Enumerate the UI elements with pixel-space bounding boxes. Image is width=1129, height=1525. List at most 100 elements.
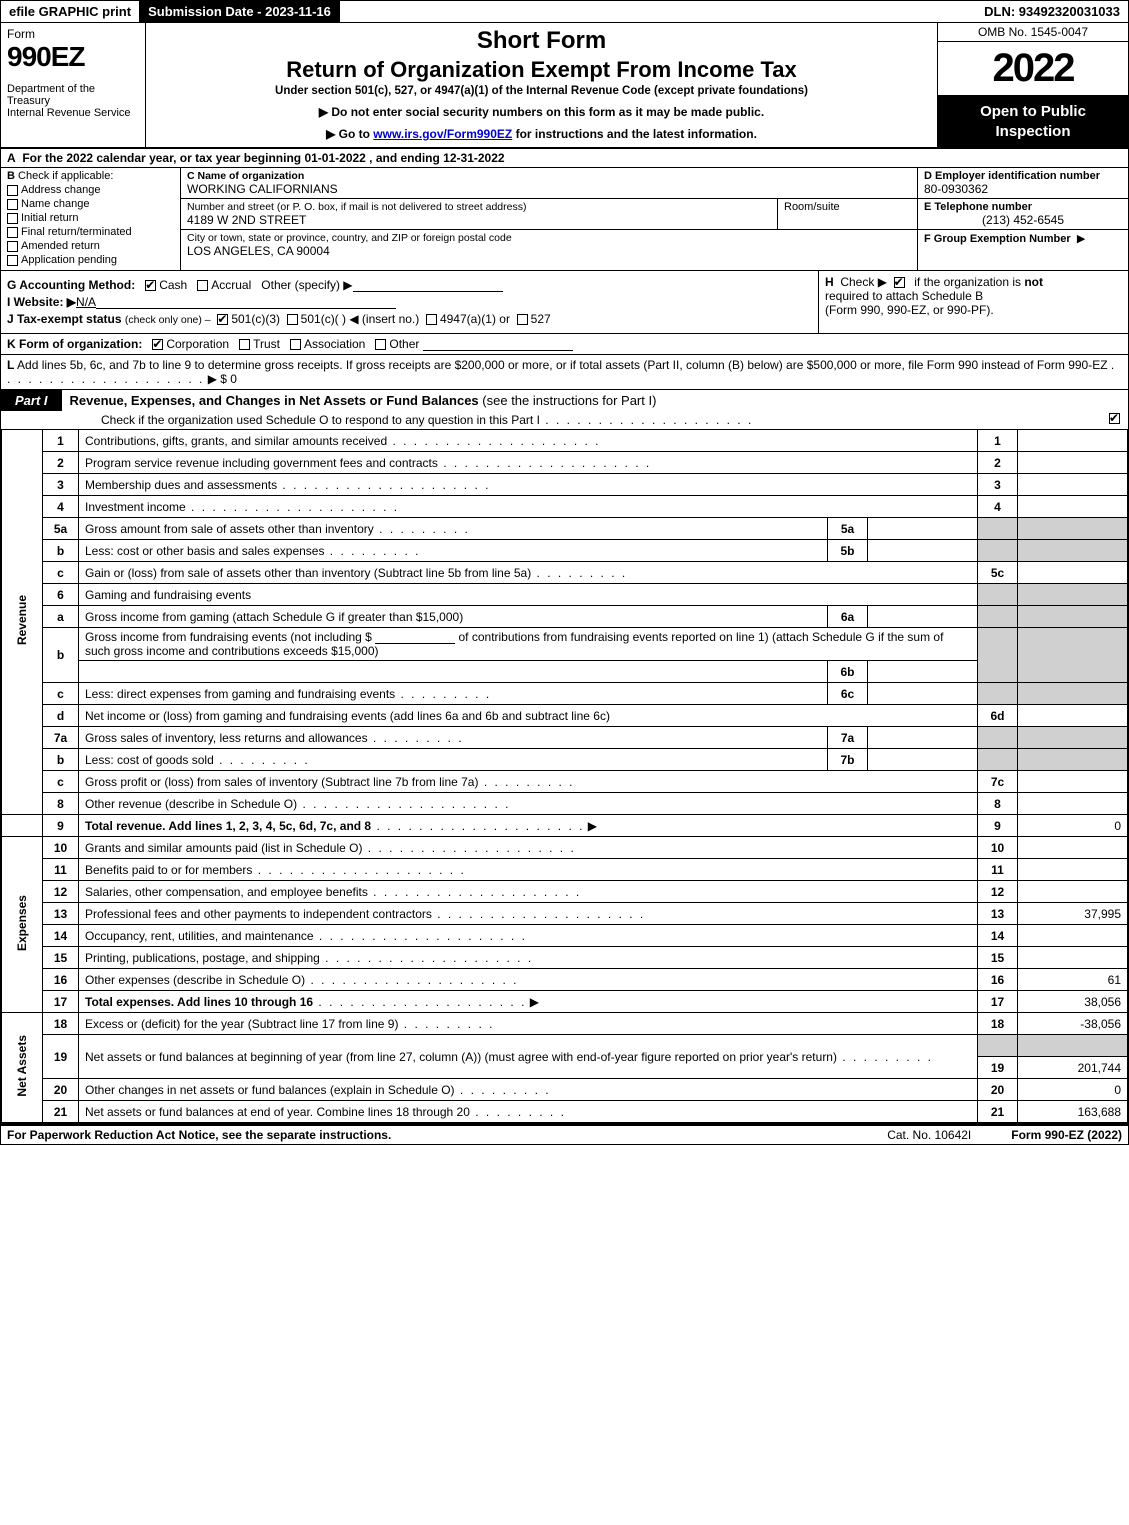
city-box: City or town, state or province, country… (181, 230, 917, 260)
line-15-val (1018, 947, 1128, 969)
line-10-desc: Grants and similar amounts paid (list in… (79, 837, 978, 859)
dln: DLN: 93492320031033 (976, 1, 1128, 22)
chk-initial-return[interactable]: Initial return (7, 212, 174, 224)
header-left: Form 990EZ Department of the Treasury In… (1, 23, 146, 147)
line-3-desc: Membership dues and assessments (79, 474, 978, 496)
line-6c-val (868, 683, 978, 705)
chk-schedule-b-not-required[interactable] (894, 277, 905, 288)
line-6d-desc: Net income or (loss) from gaming and fun… (79, 705, 978, 727)
chk-501c3[interactable] (217, 314, 228, 325)
part1-sub-row: Check if the organization used Schedule … (1, 411, 1128, 429)
part1-header: Part I Revenue, Expenses, and Changes in… (1, 389, 1128, 411)
line-9-val: 0 (1018, 815, 1128, 837)
line-2-val (1018, 452, 1128, 474)
line-4-val (1018, 496, 1128, 518)
line-5a-val (868, 518, 978, 540)
expenses-label: Expenses (2, 837, 43, 1013)
line-13-val: 37,995 (1018, 903, 1128, 925)
open-to-public: Open to Public Inspection (938, 95, 1128, 147)
line-12-desc: Salaries, other compensation, and employ… (79, 881, 978, 903)
line-h: H Check ▶ if the organization is not req… (818, 271, 1128, 333)
page-footer: For Paperwork Reduction Act Notice, see … (0, 1124, 1129, 1145)
part1-tab: Part I (1, 390, 62, 411)
chk-application-pending[interactable]: Application pending (7, 254, 174, 266)
phone-value: (213) 452-6545 (924, 213, 1122, 227)
note-ssn: ▶ Do not enter social security numbers o… (154, 105, 929, 119)
revenue-label: Revenue (2, 430, 43, 815)
form-header: Form 990EZ Department of the Treasury In… (0, 23, 1129, 149)
line-21-desc: Net assets or fund balances at end of ye… (79, 1101, 978, 1123)
omb-number: OMB No. 1545-0047 (938, 23, 1128, 42)
other-specify-field[interactable] (353, 278, 503, 292)
address-box: Number and street (or P. O. box, if mail… (181, 199, 917, 230)
line-6-desc: Gaming and fundraising events (79, 584, 978, 606)
header-center: Short Form Return of Organization Exempt… (146, 23, 938, 147)
net-assets-label: Net Assets (2, 1013, 43, 1123)
g-i-j-left: G Accounting Method: Cash Accrual Other … (1, 271, 818, 333)
line-i: I Website: ▶N/A (7, 295, 812, 309)
line-7a-val (868, 727, 978, 749)
line-7b-val (868, 749, 978, 771)
col-de: D Employer identification number 80-0930… (918, 168, 1128, 270)
subtitle: Under section 501(c), 527, or 4947(a)(1)… (154, 85, 929, 97)
line-5b-val (868, 540, 978, 562)
line-3-val (1018, 474, 1128, 496)
line-7a-desc: Gross sales of inventory, less returns a… (79, 727, 828, 749)
line-18-desc: Excess or (deficit) for the year (Subtra… (79, 1013, 978, 1035)
ein-value: 80-0930362 (924, 182, 1122, 196)
line-18-val: -38,056 (1018, 1013, 1128, 1035)
bcdef-row: B Check if applicable: Address change Na… (1, 167, 1128, 270)
line-5b-desc: Less: cost or other basis and sales expe… (79, 540, 828, 562)
line-k: K Form of organization: Corporation Trus… (1, 333, 1128, 354)
line-6a-val (868, 606, 978, 628)
chk-address-change[interactable]: Address change (7, 184, 174, 196)
chk-other-org[interactable] (375, 339, 386, 350)
line-4-desc: Investment income (79, 496, 978, 518)
line-12-val (1018, 881, 1128, 903)
tax-year: 2022 (938, 42, 1128, 95)
line-13-desc: Professional fees and other payments to … (79, 903, 978, 925)
line-7c-val (1018, 771, 1128, 793)
part1-sub: Check if the organization used Schedule … (1, 411, 1104, 429)
org-name-box: C Name of organization WORKING CALIFORNI… (181, 168, 917, 199)
form-number: 990EZ (7, 41, 139, 73)
line-g: G Accounting Method: Cash Accrual Other … (7, 278, 812, 292)
line-j: J Tax-exempt status (check only one) – 5… (7, 312, 812, 326)
chk-4947[interactable] (426, 314, 437, 325)
line-21-val: 163,688 (1018, 1101, 1128, 1123)
chk-corporation[interactable] (152, 339, 163, 350)
irs-link[interactable]: www.irs.gov/Form990EZ (373, 127, 512, 141)
part1-title: Revenue, Expenses, and Changes in Net As… (62, 391, 1128, 410)
chk-cash[interactable] (145, 280, 156, 291)
chk-amended-return[interactable]: Amended return (7, 240, 174, 252)
line-5c-val (1018, 562, 1128, 584)
footer-catalog: Cat. No. 10642I (887, 1128, 971, 1142)
ein-box: D Employer identification number 80-0930… (918, 168, 1128, 199)
header-right: OMB No. 1545-0047 2022 Open to Public In… (938, 23, 1128, 147)
line-10-val (1018, 837, 1128, 859)
line-a: A For the 2022 calendar year, or tax yea… (1, 149, 1128, 167)
line-7c-desc: Gross profit or (loss) from sales of inv… (79, 771, 978, 793)
website-value: N/A (76, 295, 96, 309)
chk-schedule-o-part1[interactable] (1109, 413, 1120, 424)
gh-block: G Accounting Method: Cash Accrual Other … (1, 270, 1128, 333)
line-5a-desc: Gross amount from sale of assets other t… (79, 518, 828, 540)
chk-accrual[interactable] (197, 280, 208, 291)
line-6a-desc: Gross income from gaming (attach Schedul… (79, 606, 828, 628)
chk-trust[interactable] (239, 339, 250, 350)
line-1-desc: Contributions, gifts, grants, and simila… (79, 430, 978, 452)
line-8-desc: Other revenue (describe in Schedule O) (79, 793, 978, 815)
chk-501c[interactable] (287, 314, 298, 325)
line-11-desc: Benefits paid to or for members (79, 859, 978, 881)
form-word: Form (7, 27, 139, 41)
chk-name-change[interactable]: Name change (7, 198, 174, 210)
line-20-desc: Other changes in net assets or fund bala… (79, 1079, 978, 1101)
line-16-val: 61 (1018, 969, 1128, 991)
chk-association[interactable] (290, 339, 301, 350)
line-l: L Add lines 5b, 6c, and 7b to line 9 to … (1, 354, 1128, 389)
chk-final-return[interactable]: Final return/terminated (7, 226, 174, 238)
efile-label[interactable]: efile GRAPHIC print (1, 1, 140, 22)
chk-527[interactable] (517, 314, 528, 325)
line-19-val: 201,744 (1018, 1057, 1128, 1079)
org-name: WORKING CALIFORNIANS (187, 182, 911, 196)
